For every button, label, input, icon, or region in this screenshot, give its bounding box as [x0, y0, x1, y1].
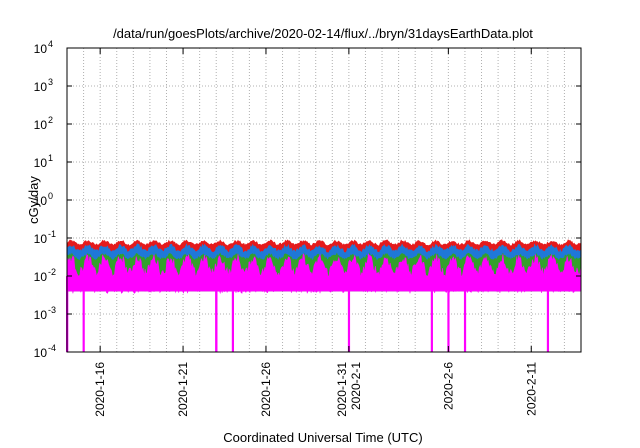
y-tick-label: 10: [34, 156, 48, 170]
dropout-spike: [215, 276, 218, 352]
series-floor: [66, 275, 582, 295]
y-tick-label: 10: [34, 346, 48, 360]
dropout-spike: [231, 276, 235, 352]
data-series: [66, 239, 582, 352]
dropout-spike: [447, 276, 450, 352]
y-tick-exponent: 2: [48, 115, 53, 125]
y-tick-exponent: 1: [48, 153, 53, 163]
y-tick-label: 10: [34, 232, 48, 246]
y-tick-exponent: 0: [48, 191, 53, 201]
y-tick-exponent: 3: [48, 77, 53, 87]
y-tick-label: 10: [34, 308, 48, 322]
x-tick-label: 2020-1-31: [335, 362, 349, 417]
dropout-spike: [430, 276, 433, 352]
y-tick-exponent: -3: [48, 305, 56, 315]
x-tick-label: 2020-2-11: [524, 362, 538, 416]
y-tick-exponent: -4: [48, 343, 56, 353]
x-tick-label: 2020-2-6: [441, 362, 455, 410]
y-tick-label: 10: [34, 194, 48, 208]
dropout-spike: [546, 276, 550, 352]
y-tick-exponent: -2: [48, 267, 56, 277]
x-tick-label: 2020-1-21: [176, 362, 190, 417]
dropout-spike: [82, 276, 85, 352]
y-axis-label: cGy/day: [26, 176, 41, 224]
chart-title: /data/run/goesPlots/archive/2020-02-14/f…: [113, 26, 533, 41]
plot-frame: [66, 47, 582, 353]
y-tick-label: 10: [34, 42, 48, 56]
y-tick-label: 10: [34, 270, 48, 284]
y-tick-exponent: 4: [48, 39, 53, 49]
dropout-spike: [463, 276, 467, 352]
y-tick-label: 10: [34, 118, 48, 132]
x-tick-label: 2020-1-16: [93, 362, 107, 417]
x-tick-label: 2020-1-26: [259, 362, 273, 417]
y-tick-exponent: -1: [48, 229, 56, 239]
grid-lines: [67, 48, 581, 352]
x-axis-ticks: 2020-1-16 2020-1-21 2020-1-26 2020-1-31 2020…: [93, 48, 538, 417]
dropout-spike: [347, 276, 351, 352]
x-tick-label: 2020-2-1: [349, 362, 363, 410]
x-axis-label: Coordinated Universal Time (UTC): [223, 430, 422, 445]
y-tick-label: 10: [34, 80, 48, 94]
